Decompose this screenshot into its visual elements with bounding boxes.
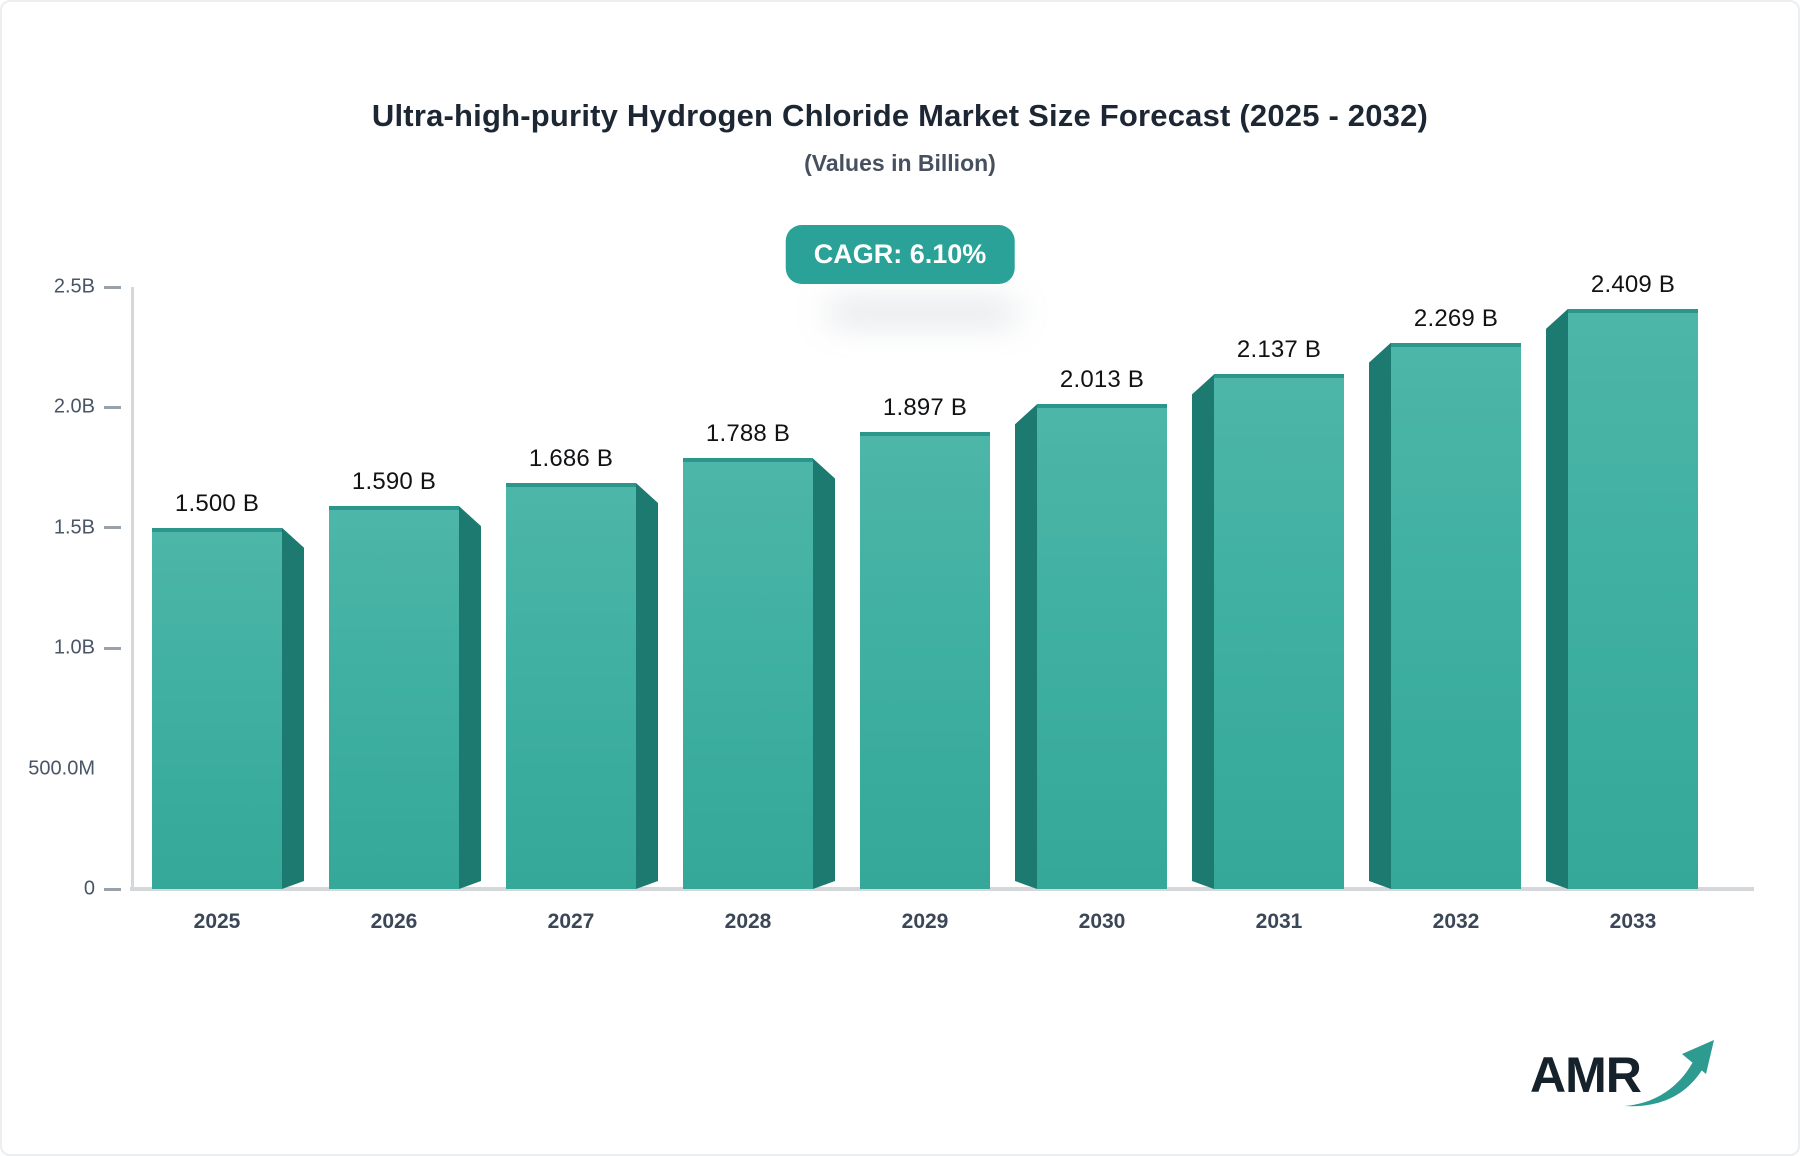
cagr-badge: CAGR: 6.10% xyxy=(785,225,1015,284)
bar-value-label: 1.500 B xyxy=(174,489,260,517)
bar-value-label: 2.137 B xyxy=(1236,336,1322,364)
x-axis-label: 2033 xyxy=(1609,910,1657,933)
bar-value-label: 2.409 B xyxy=(1590,270,1676,298)
x-axis-label: 2027 xyxy=(547,910,595,933)
amr-logo-text: AMR xyxy=(1530,1047,1642,1103)
bar-value-label: 1.897 B xyxy=(882,394,968,422)
bar-3d-side xyxy=(813,458,835,889)
y-axis-line xyxy=(131,287,134,889)
bar-3d-side xyxy=(282,528,304,889)
bar-2033 xyxy=(1568,308,1698,889)
amr-logo: AMR xyxy=(1530,1038,1720,1118)
bar-3d-side xyxy=(1369,343,1391,889)
bar-2027 xyxy=(506,483,636,889)
bar-value-label: 2.013 B xyxy=(1059,366,1145,394)
y-axis-tick xyxy=(104,526,121,530)
bar-value-label: 2.269 B xyxy=(1413,304,1499,332)
y-axis-label: 0 xyxy=(83,877,95,900)
y-axis-tick xyxy=(104,887,121,891)
bar-3d-side xyxy=(1546,309,1568,889)
y-axis-label: 1.5B xyxy=(53,516,95,539)
bar-value-label: 1.788 B xyxy=(705,420,791,448)
bar-3d-side xyxy=(459,506,481,889)
bar-2031 xyxy=(1214,374,1344,889)
x-axis-label: 2028 xyxy=(724,910,772,933)
y-axis-label: 1.0B xyxy=(53,636,95,659)
x-axis-line xyxy=(130,887,1754,891)
bar-value-label: 1.590 B xyxy=(351,468,437,496)
x-axis-label: 2032 xyxy=(1432,910,1480,933)
x-axis-label: 2025 xyxy=(193,910,241,933)
bar-2025 xyxy=(152,527,282,889)
y-axis-label: 500.0M xyxy=(28,757,95,780)
bar-3d-side xyxy=(1015,404,1037,889)
y-axis-tick xyxy=(104,285,121,289)
y-axis-tick xyxy=(104,646,121,650)
bar-3d-side xyxy=(1192,374,1214,889)
x-axis-label: 2030 xyxy=(1078,910,1126,933)
y-axis-tick xyxy=(104,405,121,409)
page-subtitle: (Values in Billion) xyxy=(804,150,996,176)
bar-value-label: 1.686 B xyxy=(528,445,614,472)
page-title: Ultra-high-purity Hydrogen Chloride Mark… xyxy=(371,98,1429,133)
bar-3d-side xyxy=(636,483,658,889)
y-axis-label: 2.5B xyxy=(53,275,95,298)
bar-2032 xyxy=(1391,342,1521,889)
x-axis-label: 2029 xyxy=(901,910,949,933)
y-axis-label: 2.0B xyxy=(53,395,95,418)
x-axis-label: 2031 xyxy=(1255,910,1303,933)
bar-2029 xyxy=(860,432,990,889)
bar-2030 xyxy=(1037,404,1167,889)
bar-2028 xyxy=(683,458,813,889)
x-axis-label: 2026 xyxy=(370,910,418,933)
growth-arrow-icon xyxy=(1624,1040,1714,1107)
bar-2026 xyxy=(329,506,459,889)
